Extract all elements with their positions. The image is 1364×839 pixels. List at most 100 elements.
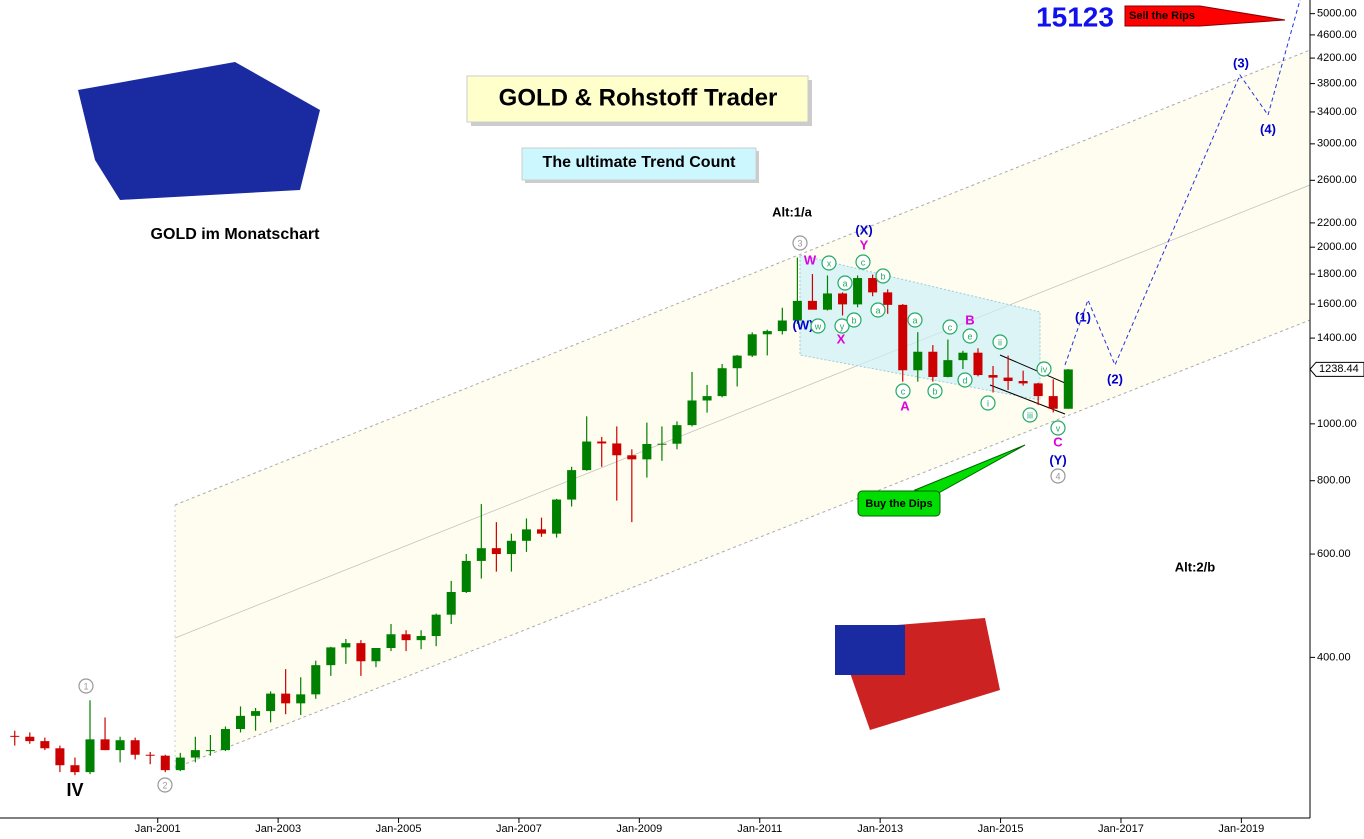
- candle-body: [476, 548, 486, 561]
- wave-label: B: [965, 312, 974, 327]
- wave-label: a: [842, 278, 847, 288]
- triangle-line: [989, 384, 1066, 415]
- candle-body: [657, 443, 667, 445]
- candle-body: [1018, 381, 1028, 384]
- candle-body: [296, 694, 306, 704]
- y-tick-label: 1000.00: [1317, 418, 1357, 430]
- wave-circle: [792, 235, 808, 251]
- candle-body: [220, 729, 230, 751]
- wave-circle: [157, 777, 173, 793]
- candle-body: [100, 739, 110, 751]
- x-tick-label: Jan-2017: [1098, 823, 1144, 835]
- wave-circle: [980, 395, 996, 411]
- candle-body: [627, 455, 637, 460]
- candle-body: [732, 355, 742, 369]
- wave-circle: [834, 318, 850, 334]
- x-tick-label: Jan-2013: [857, 823, 903, 835]
- wave-label: (Y): [1049, 452, 1066, 467]
- candle-body: [702, 396, 712, 401]
- candle-body: [145, 754, 155, 756]
- y-tick-label: 2200.00: [1317, 217, 1357, 229]
- triangle-line: [999, 354, 1066, 384]
- wave-label: Alt:1/a: [772, 204, 813, 219]
- wave-label: (4): [1260, 121, 1276, 136]
- wave-label: (1): [1075, 309, 1091, 324]
- y-tick-label: 3400.00: [1317, 106, 1357, 118]
- candle-body: [55, 748, 65, 766]
- y-tick-label: 3800.00: [1317, 77, 1357, 89]
- candle-body: [612, 443, 622, 456]
- y-tick-label: 3000.00: [1317, 138, 1357, 150]
- wave-circle: [907, 312, 923, 328]
- candle-body: [717, 368, 727, 397]
- subtitle-box: [521, 147, 757, 181]
- x-tick-label: Jan-2015: [978, 823, 1024, 835]
- wave-label: 1: [83, 681, 88, 691]
- candle-body: [431, 614, 441, 637]
- y-tick-label: 5000.00: [1317, 8, 1357, 20]
- candle-body: [898, 304, 908, 371]
- y-tick-label: 1600.00: [1317, 298, 1357, 310]
- wave-label: b: [932, 386, 937, 396]
- candle-body: [973, 352, 983, 376]
- candle-body: [838, 293, 848, 305]
- candle-body: [25, 736, 35, 742]
- wave-label: iii: [1027, 410, 1033, 420]
- wave-label: y: [840, 321, 845, 331]
- wave-circle: [821, 255, 837, 271]
- candle-body: [777, 320, 787, 332]
- candle-body: [521, 529, 531, 541]
- x-tick-label: Jan-2007: [496, 823, 542, 835]
- wave-circle: [875, 268, 891, 284]
- wave-circle: [942, 319, 958, 335]
- candle-body: [1033, 383, 1043, 397]
- channel-line: [174, 184, 1311, 639]
- candle-body: [130, 740, 140, 755]
- candle-body: [822, 293, 832, 310]
- candle-body: [582, 441, 592, 471]
- wave-circle: [810, 318, 826, 334]
- badge: 15123: [1036, 1, 1114, 32]
- buy-callout-label: Buy the Dips: [865, 498, 932, 510]
- candle-body: [281, 693, 291, 704]
- wave-circle: [957, 372, 973, 388]
- wave-circle: [1050, 420, 1066, 436]
- candle-body: [115, 740, 125, 751]
- candle-body: [446, 591, 456, 615]
- projection-path: [1064, 0, 1301, 367]
- buy-callout: [857, 490, 941, 517]
- y-tick-label: 4200.00: [1317, 52, 1357, 64]
- candle-body: [1063, 369, 1073, 409]
- y-tick-label: 600.00: [1317, 548, 1351, 560]
- wave-circle: [78, 678, 94, 694]
- candle-body: [326, 647, 336, 666]
- candle-body: [597, 441, 607, 444]
- wave-label: 3: [797, 238, 802, 248]
- wave-circle: [870, 302, 886, 318]
- candle-body: [371, 648, 381, 662]
- sell-callout-label: Sell the Rips: [1129, 10, 1195, 22]
- channel-line: [174, 319, 1311, 769]
- wave-label: c: [948, 322, 953, 332]
- candle-body: [416, 636, 426, 641]
- candle-body: [1003, 377, 1013, 382]
- candle-body: [356, 643, 366, 662]
- candle-body: [642, 443, 652, 460]
- candle-body: [40, 741, 50, 749]
- x-tick-label: Jan-2003: [255, 823, 301, 835]
- x-tick-label: Jan-2001: [135, 823, 181, 835]
- candle-body: [853, 278, 863, 305]
- wave-label: c: [901, 386, 906, 396]
- candle-body: [386, 634, 396, 649]
- candle-body: [10, 735, 20, 737]
- wave-label: v: [1056, 423, 1061, 433]
- wave-label: d: [962, 375, 967, 385]
- eu-flag: [78, 62, 320, 200]
- candle-body: [491, 548, 501, 555]
- candle-body: [251, 711, 261, 716]
- wave-circle: [895, 383, 911, 399]
- candle-body: [190, 750, 200, 758]
- last-price-label: 1238.44: [1319, 363, 1359, 375]
- wave-label: a: [912, 315, 917, 325]
- y-tick-label: 800.00: [1317, 475, 1351, 487]
